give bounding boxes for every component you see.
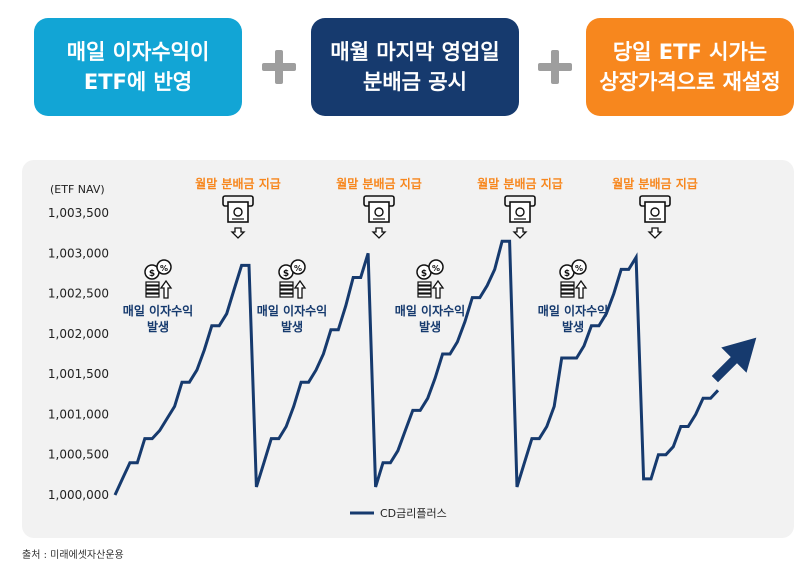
y-axis-label: (ETF NAV) xyxy=(50,183,105,196)
interest-label-line2: 발생 xyxy=(281,319,303,334)
payout-label: 월말 분배금 지급 xyxy=(477,176,563,191)
interest-label-line1: 매일 이자수익 xyxy=(395,303,465,318)
y-tick-label: 1,003,500 xyxy=(48,206,109,220)
svg-text:$: $ xyxy=(421,269,427,279)
interest-label-line2: 발생 xyxy=(147,319,169,334)
interest-coins-icon: $% xyxy=(278,259,307,299)
svg-text:%: % xyxy=(160,264,168,273)
down-arrow-icon xyxy=(647,227,663,239)
payout-annotation: 월말 분배금 지급 xyxy=(477,176,563,239)
atm-cash-icon xyxy=(222,195,254,239)
y-tick-label: 1,003,000 xyxy=(48,246,109,260)
interest-label-line1: 매일 이자수익 xyxy=(123,303,193,318)
info-box-month-end-dividend: 매월 마지막 영업일 분배금 공시 xyxy=(311,18,519,116)
atm-cash-icon xyxy=(639,195,671,239)
payout-label: 월말 분배금 지급 xyxy=(195,176,281,191)
trend-arrow-icon xyxy=(711,337,757,383)
y-tick-label: 1,001,000 xyxy=(48,407,109,421)
svg-text:%: % xyxy=(432,264,440,273)
payout-annotation: 월말 분배금 지급 xyxy=(336,176,422,239)
payout-label: 월말 분배금 지급 xyxy=(612,176,698,191)
y-tick-label: 1,001,500 xyxy=(48,367,109,381)
series-line-cd-rate-plus xyxy=(113,239,720,496)
svg-text:$: $ xyxy=(564,269,570,279)
y-tick-label: 1,000,000 xyxy=(48,488,109,502)
info-box-price-reset: 당일 ETF 시가는 상장가격으로 재설정 xyxy=(586,18,794,116)
atm-cash-icon xyxy=(363,195,395,239)
down-arrow-icon xyxy=(371,227,387,239)
y-tick-label: 1,002,500 xyxy=(48,287,109,301)
down-arrow-icon xyxy=(512,227,528,239)
interest-coins-icon: $% xyxy=(559,259,588,299)
interest-label-line1: 매일 이자수익 xyxy=(257,303,327,318)
chart-panel xyxy=(22,160,794,538)
source-note: 출처 : 미래에셋자산운용 xyxy=(22,550,124,561)
svg-text:$: $ xyxy=(283,269,289,279)
interest-label-line2: 발생 xyxy=(562,319,584,334)
atm-cash-icon xyxy=(504,195,536,239)
interest-label-line2: 발생 xyxy=(419,319,441,334)
interest-coins-icon: $% xyxy=(416,259,445,299)
y-tick-label: 1,000,500 xyxy=(48,448,109,462)
y-tick-label: 1,002,000 xyxy=(48,327,109,341)
legend-label: CD금리플러스 xyxy=(380,507,447,520)
plus-icon xyxy=(262,50,296,84)
svg-text:%: % xyxy=(575,264,583,273)
info-box-daily-interest: 매일 이자수익이 ETF에 반영 xyxy=(34,18,242,116)
payout-annotation: 월말 분배금 지급 xyxy=(612,176,698,239)
legend: CD금리플러스 xyxy=(350,507,447,520)
svg-text:$: $ xyxy=(149,269,155,279)
payout-label: 월말 분배금 지급 xyxy=(336,176,422,191)
interest-label-line1: 매일 이자수익 xyxy=(538,303,608,318)
down-arrow-icon xyxy=(230,227,246,239)
interest-coins-icon: $% xyxy=(144,259,173,299)
plus-icon xyxy=(538,50,572,84)
svg-text:%: % xyxy=(294,264,302,273)
payout-annotation: 월말 분배금 지급 xyxy=(195,176,281,239)
